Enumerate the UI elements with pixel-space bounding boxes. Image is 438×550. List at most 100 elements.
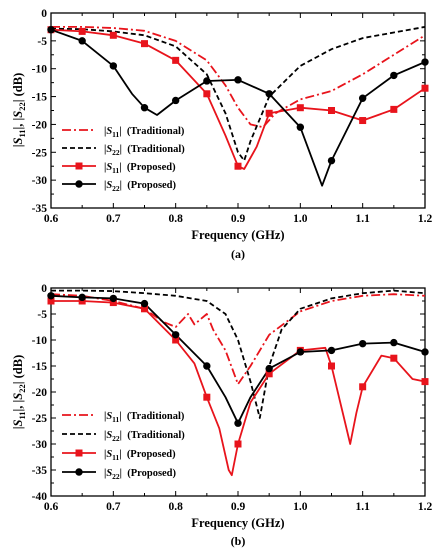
x-tick-labels-b: 0.6 0.7 0.8 0.9 1.0 1.1 1.2: [44, 501, 433, 513]
x-tick-label: 1.0: [293, 501, 308, 513]
data-point: [328, 362, 335, 370]
legend-item: |S11| (Traditional): [62, 126, 185, 139]
data-point: [358, 94, 367, 102]
series-line-3: [51, 300, 425, 477]
legend-label: |S22| (Proposed): [104, 468, 177, 481]
plot-frame-a: [50, 12, 426, 209]
y-tick-label: -35: [32, 465, 48, 477]
data-point: [296, 348, 305, 356]
y-tick-label: -35: [32, 203, 48, 215]
data-point: [203, 362, 211, 370]
data-point: [421, 84, 429, 92]
y-axis-title-b: |S11|, |S22| (dB): [11, 355, 27, 429]
data-point: [296, 123, 305, 131]
data-point: [421, 378, 429, 386]
x-tick-label: 0.7: [106, 501, 121, 513]
legend-item: |S22| (Traditional): [62, 430, 185, 443]
y-tick-label: -20: [32, 387, 48, 399]
legend-item: |S11| (Proposed): [62, 449, 176, 462]
data-point: [109, 31, 117, 39]
x-tick-label: 0.8: [168, 501, 183, 513]
y-tick-label: -25: [32, 147, 48, 159]
x-tick-label: 1.2: [418, 213, 433, 225]
tick-marks-b: [50, 287, 426, 497]
legend-marker: [75, 180, 83, 188]
panel-label-a: (a): [231, 247, 245, 261]
y-axis-title-a: |S11|, |S22| (dB): [11, 73, 27, 147]
chart-panel-a: 0 -5 -10 -15 -20 -25 -30 -35 0.6 0.7 0.8 0.9 1.0 1.1…: [11, 8, 432, 261]
legend-label: |S11| (Proposed): [104, 162, 176, 175]
data-point: [171, 331, 180, 339]
plot-frame-b: [50, 287, 426, 497]
data-point: [421, 348, 429, 356]
data-point: [265, 370, 273, 378]
y-tick-label: -25: [32, 413, 48, 425]
data-point: [78, 27, 86, 35]
data-point: [265, 364, 273, 373]
series-line-2: [51, 26, 425, 162]
y-tick-label: 0: [41, 283, 47, 295]
legend-a: |S11| (Traditional) |S22| (Traditional) |S…: [62, 126, 185, 193]
x-tick-label: 0.8: [168, 213, 183, 225]
data-point: [203, 393, 211, 401]
legend-label: |S11| (Traditional): [104, 411, 185, 424]
y-tick-label: -40: [32, 491, 48, 503]
x-tick-label: 0.9: [231, 213, 246, 225]
y-tick-labels-b: 0 -5 -10 -15 -20 -25 -30 -35 -40: [32, 283, 48, 503]
data-point: [141, 40, 148, 48]
y-tick-label: -5: [37, 309, 47, 321]
data-point: [78, 37, 86, 45]
data-point: [234, 76, 242, 84]
tick-marks-a: [50, 12, 426, 209]
legend-label: |S11| (Traditional): [104, 126, 185, 139]
x-tick-label: 0.7: [106, 213, 121, 225]
data-point: [327, 156, 336, 165]
y-tick-label: -5: [37, 36, 47, 48]
svg-text:|S11|, |S22| (dB): |S11|, |S22| (dB): [11, 73, 27, 147]
x-tick-label: 1.0: [293, 213, 308, 225]
x-axis-title-a: Frequency (GHz): [191, 228, 284, 242]
data-point: [390, 338, 398, 347]
legend-item: |S22| (Proposed): [62, 468, 177, 481]
data-point: [78, 293, 86, 302]
legend-label: |S22| (Proposed): [104, 180, 177, 193]
panel-label-b: (b): [231, 534, 246, 548]
y-tick-label: -10: [32, 64, 48, 76]
y-tick-label: -15: [32, 92, 48, 104]
data-point: [140, 104, 149, 112]
svg-text:|S11|, |S22| (dB): |S11|, |S22| (dB): [11, 355, 27, 429]
data-point: [172, 56, 180, 64]
data-point: [327, 346, 336, 355]
data-point: [203, 77, 211, 85]
x-tick-label: 0.9: [231, 501, 246, 513]
chart-panel-b: 0 -5 -10 -15 -20 -25 -30 -35 -40 0.6 0.7 0.8 0.9 1.0…: [11, 283, 432, 548]
legend-label: |S22| (Traditional): [104, 430, 185, 443]
x-tick-label: 0.6: [44, 501, 59, 513]
data-point: [265, 90, 273, 98]
legend-label: |S22| (Traditional): [104, 144, 185, 157]
y-tick-label: -30: [32, 175, 48, 187]
legend-b: |S11| (Traditional) |S22| (Traditional) |S…: [62, 411, 185, 481]
legend-marker: [75, 449, 83, 457]
x-tick-label: 0.6: [44, 213, 59, 225]
data-point: [328, 107, 335, 114]
data-point: [47, 292, 55, 300]
data-point: [390, 354, 398, 362]
legend-item: |S22| (Traditional): [62, 144, 185, 157]
data-point: [390, 105, 398, 113]
y-tick-label: -15: [32, 361, 48, 373]
legend-item: |S11| (Traditional): [62, 411, 185, 424]
y-tick-label: -10: [32, 335, 48, 347]
y-tick-label: 0: [41, 8, 47, 20]
data-point: [358, 339, 367, 348]
data-point: [171, 96, 180, 105]
data-point: [234, 419, 242, 427]
legend-marker: [75, 468, 83, 476]
data-point: [296, 104, 304, 112]
data-point: [141, 305, 148, 313]
x-tick-labels-a: 0.6 0.7 0.8 0.9 1.0 1.1 1.2: [44, 213, 433, 225]
data-point: [203, 90, 211, 98]
data-point: [140, 299, 149, 308]
data-point: [421, 58, 429, 66]
